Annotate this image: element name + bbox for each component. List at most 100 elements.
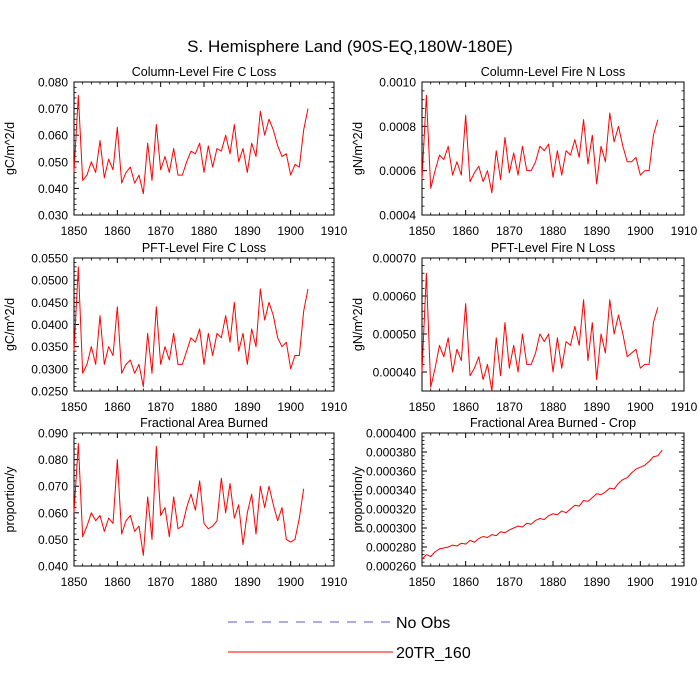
y-axis-label: gC/m^2/d: [3, 298, 17, 351]
y-tick-label: 0.000400: [366, 427, 416, 441]
x-tick-label: 1850: [409, 224, 436, 238]
y-tick-label: 0.000340: [366, 484, 416, 498]
y-tick-label: 0.00070: [373, 252, 417, 266]
chart-panels: 1850 1860 1870 1880 1890 1900 1910 0.030 0.040 0.…: [3, 65, 698, 589]
plot-frame: [73, 257, 335, 392]
chart-panel-2: 1850 1860 1870 1880 1890 1900 1910 0.0004 0.0006…: [351, 65, 698, 238]
x-tick-label: 1900: [627, 575, 654, 589]
y-tick-label: 0.050: [38, 155, 68, 169]
x-tick-label: 1860: [104, 224, 131, 238]
chart-panel-3: 1850 1860 1870 1880 1890 1900 1910 0.0250 0.0300…: [3, 241, 348, 414]
series-line-20tr-160: [421, 272, 659, 392]
x-tick-label: 1850: [409, 575, 436, 589]
y-tick-label: 0.040: [38, 560, 68, 574]
x-tick-label: 1890: [234, 224, 261, 238]
x-tick-label: 1910: [671, 400, 698, 414]
plot-frame: [73, 81, 335, 216]
chart-panel-5: 1850 1860 1870 1880 1890 1900 1910 0.040 0.050 0.…: [3, 416, 348, 589]
x-tick-label: 1880: [540, 400, 567, 414]
y-tick-label: 0.00040: [373, 366, 417, 380]
y-tick-label: 0.090: [38, 427, 68, 441]
y-tick-label: 0.000260: [366, 560, 416, 574]
y-tick-label: 0.030: [38, 209, 68, 223]
plot-frame: [421, 432, 685, 567]
x-tick-label: 1860: [104, 575, 131, 589]
y-axis-label: gN/m^2/d: [351, 298, 365, 351]
x-tick-label: 1900: [277, 575, 304, 589]
y-tick-label: 0.0400: [31, 318, 68, 332]
x-tick-label: 1860: [452, 575, 479, 589]
x-tick-label: 1880: [191, 575, 218, 589]
series-line-20tr-160: [421, 94, 659, 194]
y-tick-label: 0.070: [38, 102, 68, 116]
y-tick-label: 0.0450: [31, 296, 68, 310]
x-tick-label: 1850: [61, 575, 88, 589]
x-tick-label: 1890: [583, 224, 610, 238]
y-tick-label: 0.0010: [379, 76, 416, 90]
x-tick-label: 1870: [147, 400, 174, 414]
panel-title: Column-Level Fire N Loss: [481, 65, 626, 79]
x-tick-label: 1900: [627, 400, 654, 414]
y-tick-label: 0.000300: [366, 522, 416, 536]
y-axis-label: gC/m^2/d: [3, 122, 17, 175]
series-line-20tr-160: [73, 443, 305, 556]
y-tick-label: 0.0550: [31, 252, 68, 266]
series-line-20tr-160: [73, 266, 309, 388]
y-tick-label: 0.0300: [31, 362, 68, 376]
y-tick-label: 0.0250: [31, 385, 68, 399]
x-tick-label: 1910: [321, 400, 348, 414]
x-tick-label: 1900: [277, 224, 304, 238]
x-tick-label: 1880: [191, 400, 218, 414]
y-tick-label: 0.070: [38, 480, 68, 494]
x-tick-label: 1880: [191, 224, 218, 238]
y-axis-label: proportion/y: [351, 466, 365, 533]
x-tick-label: 1850: [61, 224, 88, 238]
x-tick-label: 1860: [452, 400, 479, 414]
y-tick-label: 0.0500: [31, 274, 68, 288]
plot-frame: [421, 81, 685, 216]
x-tick-label: 1890: [234, 575, 261, 589]
x-tick-label: 1900: [627, 224, 654, 238]
y-tick-label: 0.0004: [379, 209, 416, 223]
y-tick-label: 0.080: [38, 453, 68, 467]
x-tick-label: 1910: [321, 224, 348, 238]
panel-title: PFT-Level Fire N Loss: [491, 241, 615, 255]
x-tick-label: 1860: [452, 224, 479, 238]
y-tick-label: 0.00050: [373, 328, 417, 342]
y-tick-label: 0.000380: [366, 446, 416, 460]
figure-title: S. Hemisphere Land (90S-EQ,180W-180E): [187, 37, 513, 56]
y-tick-label: 0.040: [38, 182, 68, 196]
x-tick-label: 1870: [496, 224, 523, 238]
x-tick-label: 1850: [409, 400, 436, 414]
legend-label-no-obs: No Obs: [396, 615, 450, 632]
panel-title: Column-Level Fire C Loss: [132, 65, 277, 79]
x-tick-label: 1870: [147, 575, 174, 589]
x-tick-label: 1870: [496, 575, 523, 589]
x-tick-label: 1900: [277, 400, 304, 414]
chart-panel-6: 1850 1860 1870 1880 1890 1900 1910 0.000260 0.00…: [351, 416, 698, 589]
y-tick-label: 0.00060: [373, 290, 417, 304]
legend-label-20tr-160: 20TR_160: [396, 645, 471, 662]
y-tick-label: 0.000320: [366, 503, 416, 517]
series-line-20tr-160: [421, 449, 663, 560]
x-tick-label: 1850: [61, 400, 88, 414]
chart-panel-4: 1850 1860 1870 1880 1890 1900 1910 0.00040 0.000…: [351, 241, 698, 414]
y-tick-label: 0.0350: [31, 340, 68, 354]
x-tick-label: 1890: [234, 400, 261, 414]
y-tick-label: 0.060: [38, 506, 68, 520]
y-tick-label: 0.000280: [366, 541, 416, 555]
x-tick-label: 1890: [583, 575, 610, 589]
x-tick-label: 1880: [540, 224, 567, 238]
y-tick-label: 0.050: [38, 533, 68, 547]
y-tick-label: 0.060: [38, 129, 68, 143]
y-tick-label: 0.0006: [379, 164, 416, 178]
chart-panel-1: 1850 1860 1870 1880 1890 1900 1910 0.030 0.040 0.…: [3, 65, 348, 238]
panel-title: Fractional Area Burned: [140, 416, 268, 430]
x-tick-label: 1870: [496, 400, 523, 414]
x-tick-label: 1860: [104, 400, 131, 414]
x-tick-label: 1910: [671, 224, 698, 238]
y-tick-label: 0.000360: [366, 465, 416, 479]
x-tick-label: 1880: [540, 575, 567, 589]
legend: No Obs 20TR_160: [228, 615, 471, 662]
